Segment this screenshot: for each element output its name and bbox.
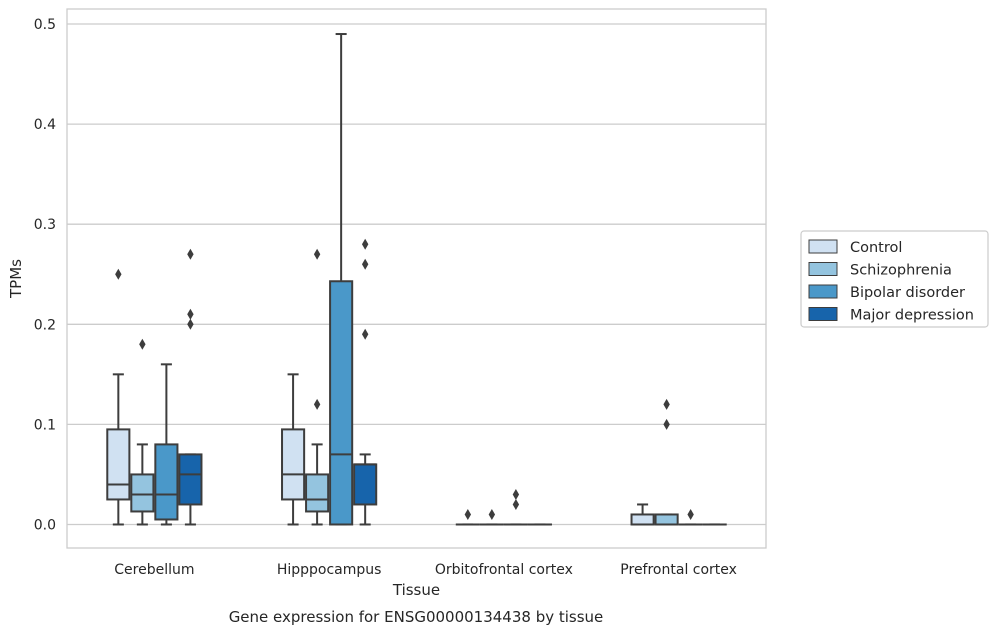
outlier-point [361, 328, 369, 340]
plot-frame [66, 8, 767, 549]
box-schizophrenia [654, 398, 679, 526]
y-tick-label: 0.0 [34, 517, 56, 533]
outlier-point [663, 398, 670, 410]
box-body [630, 513, 655, 526]
x-tick-label: Cerebellum [114, 562, 194, 578]
outlier-point [512, 498, 520, 510]
box-bipolar-disorder [329, 33, 354, 526]
outlier-point [663, 418, 670, 430]
box-schizophrenia [305, 248, 330, 526]
legend-label: Bipolar disorder [850, 285, 965, 301]
outlier-point [361, 258, 369, 270]
box-bipolar-disorder [678, 508, 703, 526]
legend-swatch [808, 262, 838, 276]
x-tick-label: Prefrontal cortex [620, 562, 737, 578]
legend: Control Schizophrenia Bipolar disorder Majo… [800, 230, 989, 328]
legend-frame [800, 230, 989, 328]
box-body [654, 513, 679, 526]
y-tick-labels: 0.0 0.1 0.2 0.3 0.4 0.5 [34, 17, 56, 533]
outlier-point [313, 398, 321, 410]
outlier-point [187, 308, 194, 320]
box-body [329, 280, 354, 526]
outlier-point [187, 318, 194, 330]
box-major-depression [353, 238, 378, 526]
box-body [178, 453, 203, 506]
box-schizophrenia [479, 508, 504, 526]
chart-caption: Gene expression for ENSG00000134438 by t… [229, 608, 604, 626]
box-body [154, 443, 179, 521]
outlier-point [139, 338, 146, 350]
x-tick-label: Hipppocampus [277, 562, 382, 578]
y-tick-label: 0.3 [34, 217, 56, 233]
outlier-point [464, 508, 472, 520]
outlier-point [488, 508, 496, 520]
x-tick-labels: Cerebellum Hipppocampus Orbitofrontal cort… [114, 562, 737, 578]
box-bipolar-disorder [154, 363, 179, 526]
legend-swatch [808, 239, 838, 254]
legend-swatch [808, 307, 838, 321]
box-control [455, 508, 480, 526]
y-axis-title: TPMs [7, 259, 25, 299]
legend-label: Schizophrenia [850, 263, 952, 279]
outlier-point [115, 268, 122, 280]
box-body [305, 473, 330, 513]
box-plots [106, 33, 727, 526]
box-body [281, 428, 306, 501]
y-tick-label: 0.4 [34, 117, 56, 133]
x-axis-title: Tissue [392, 581, 440, 599]
outlier-point [361, 238, 369, 250]
outlier-point [313, 248, 321, 260]
x-tick-label: Orbitofrontal cortex [435, 562, 573, 578]
box-body [106, 428, 131, 501]
box-body [353, 463, 378, 506]
box-control [281, 373, 306, 526]
legend-swatch [808, 284, 838, 299]
y-tick-label: 0.5 [34, 17, 56, 33]
y-tick-label: 0.1 [34, 417, 56, 433]
box-control [630, 503, 655, 526]
y-tick-label: 0.2 [34, 317, 56, 333]
box-bipolar-disorder [503, 488, 528, 526]
box-body [130, 473, 155, 513]
legend-label: Major depression [850, 308, 974, 324]
box-control [106, 268, 131, 526]
outlier-point [687, 508, 694, 520]
legend-label: Control [850, 240, 902, 256]
outlier-point [512, 488, 520, 500]
outlier-point [187, 248, 194, 260]
box-schizophrenia [130, 338, 155, 526]
box-major-depression [178, 248, 203, 526]
